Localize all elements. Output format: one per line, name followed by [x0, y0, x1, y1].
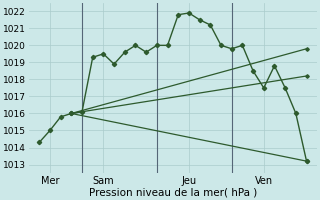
X-axis label: Pression niveau de la mer( hPa ): Pression niveau de la mer( hPa ) — [89, 187, 257, 197]
